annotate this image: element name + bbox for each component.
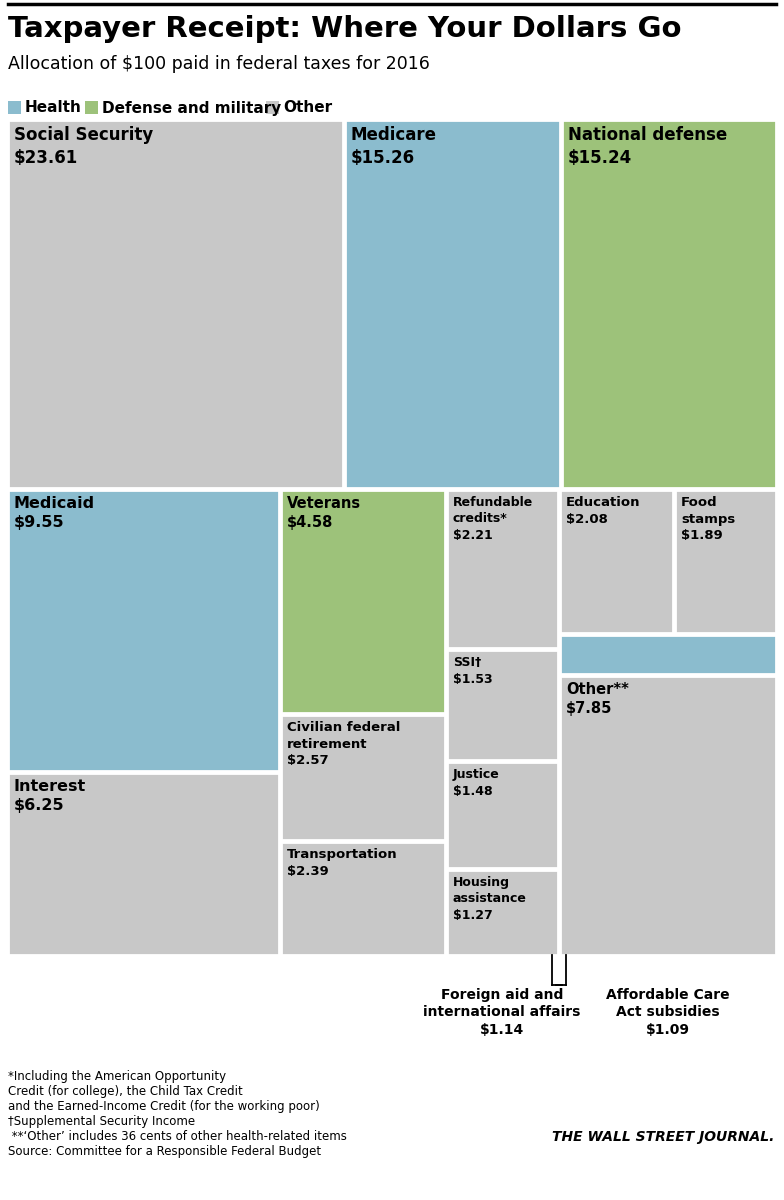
- Text: †Supplemental Security Income: †Supplemental Security Income: [8, 1115, 195, 1128]
- Text: Medicaid
$9.55: Medicaid $9.55: [14, 496, 95, 530]
- Bar: [560, 490, 673, 634]
- Text: Allocation of $100 paid in federal taxes for 2016: Allocation of $100 paid in federal taxes…: [8, 55, 430, 73]
- Bar: [8, 120, 343, 488]
- Text: Defense and military: Defense and military: [103, 101, 281, 115]
- Bar: [447, 490, 558, 648]
- Bar: [447, 762, 558, 868]
- Text: Health: Health: [25, 101, 82, 115]
- Bar: [562, 120, 776, 488]
- Bar: [8, 490, 279, 770]
- Bar: [267, 101, 279, 114]
- Bar: [675, 490, 776, 634]
- Bar: [281, 490, 445, 713]
- Bar: [281, 715, 445, 840]
- Bar: [447, 870, 558, 955]
- Text: Source: Committee for a Responsible Federal Budget: Source: Committee for a Responsible Fede…: [8, 1145, 321, 1158]
- Text: *Including the American Opportunity: *Including the American Opportunity: [8, 1070, 226, 1082]
- Text: Food
stamps
$1.89: Food stamps $1.89: [681, 496, 735, 542]
- Text: THE WALL STREET JOURNAL.: THE WALL STREET JOURNAL.: [552, 1130, 774, 1144]
- Text: Veterans
$4.58: Veterans $4.58: [287, 496, 361, 530]
- Text: **‘Other’ includes 36 cents of other health-related items: **‘Other’ includes 36 cents of other hea…: [8, 1130, 347, 1142]
- Text: Education
$2.08: Education $2.08: [566, 496, 641, 526]
- Bar: [447, 650, 558, 760]
- Bar: [8, 101, 21, 114]
- Text: Transportation
$2.39: Transportation $2.39: [287, 848, 397, 877]
- Bar: [560, 676, 776, 955]
- Text: Justice
$1.48: Justice $1.48: [453, 768, 499, 798]
- Text: Civilian federal
retirement
$2.57: Civilian federal retirement $2.57: [287, 721, 401, 767]
- Text: Other: Other: [283, 101, 332, 115]
- Text: Housing
assistance
$1.27: Housing assistance $1.27: [453, 876, 527, 922]
- Text: Refundable
credits*
$2.21: Refundable credits* $2.21: [453, 496, 533, 542]
- Text: Taxpayer Receipt: Where Your Dollars Go: Taxpayer Receipt: Where Your Dollars Go: [8, 14, 681, 43]
- Text: Credit (for college), the Child Tax Credit: Credit (for college), the Child Tax Cred…: [8, 1085, 243, 1098]
- Bar: [85, 101, 99, 114]
- Bar: [281, 842, 445, 955]
- Text: Foreign aid and
international affairs
$1.14: Foreign aid and international affairs $1…: [423, 988, 581, 1037]
- Text: and the Earned-Income Credit (for the working poor): and the Earned-Income Credit (for the wo…: [8, 1100, 320, 1114]
- Bar: [345, 120, 560, 488]
- Text: SSI†
$1.53: SSI† $1.53: [453, 656, 492, 685]
- Bar: [8, 773, 279, 955]
- Bar: [560, 635, 776, 674]
- Text: Medicare
$15.26: Medicare $15.26: [351, 126, 437, 167]
- Text: National defense
$15.24: National defense $15.24: [568, 126, 728, 167]
- Text: Affordable Care
Act subsidies
$1.09: Affordable Care Act subsidies $1.09: [606, 988, 730, 1037]
- Text: Interest
$6.25: Interest $6.25: [14, 779, 86, 814]
- Text: Social Security
$23.61: Social Security $23.61: [14, 126, 153, 167]
- Text: Other**
$7.85: Other** $7.85: [566, 682, 629, 716]
